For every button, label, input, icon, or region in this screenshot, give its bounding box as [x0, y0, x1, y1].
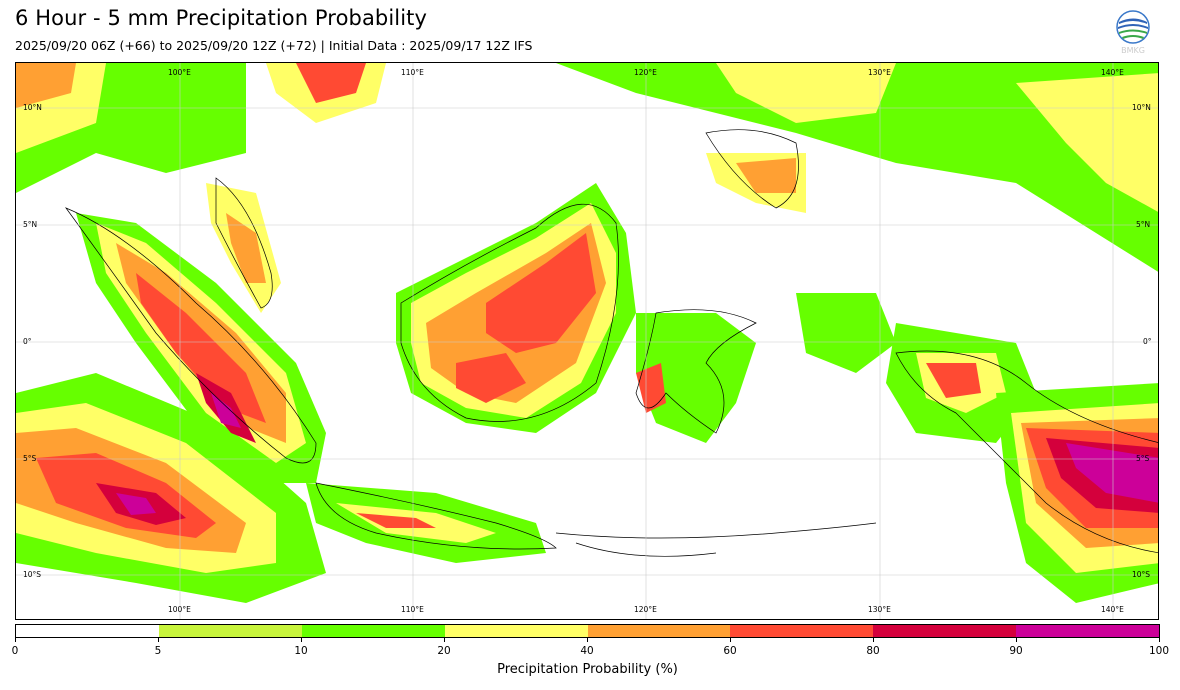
colorbar-segment-60-80	[730, 625, 874, 637]
colorbar-label-5: 5	[154, 645, 162, 657]
lat-label-right-10s: 10°S	[1132, 570, 1151, 579]
colorbar-label-20: 20	[437, 645, 451, 657]
colorbar	[15, 624, 1160, 638]
lon-label-top-130: 130°E	[868, 68, 891, 77]
map-title: 6 Hour - 5 mm Precipitation Probability	[15, 6, 428, 30]
precipitation-map: 100°E 110°E 120°E 130°E 140°E 100°E 110°…	[15, 62, 1159, 620]
lon-label-bottom-140: 140°E	[1101, 605, 1124, 614]
colorbar-tick	[1159, 638, 1160, 642]
colorbar-segment-10-20	[301, 625, 445, 637]
colorbar-label-90: 90	[1009, 645, 1023, 657]
colorbar-tick	[444, 638, 445, 642]
lat-label-right-10n: 10°N	[1132, 103, 1151, 112]
lon-label-bottom-110: 110°E	[401, 605, 424, 614]
colorbar-tick	[587, 638, 588, 642]
colorbar-segment-80-90	[873, 625, 1017, 637]
colorbar-tick	[301, 638, 302, 642]
colorbar-label-100: 100	[1148, 645, 1170, 657]
colorbar-label-80: 80	[866, 645, 880, 657]
lon-label-top-120: 120°E	[634, 68, 657, 77]
precipitation-field	[16, 63, 1158, 603]
lon-label-bottom-130: 130°E	[868, 605, 891, 614]
colorbar-title: Precipitation Probability (%)	[497, 662, 678, 677]
colorbar-label-40: 40	[580, 645, 594, 657]
colorbar-tick	[15, 638, 16, 642]
colorbar-label-0: 0	[11, 645, 19, 657]
colorbar-segment-90-100	[1016, 625, 1159, 637]
graticule	[16, 63, 1158, 619]
bmkg-logo: BMKG	[1113, 10, 1153, 56]
lon-label-top-100: 100°E	[168, 68, 191, 77]
logo-text: BMKG	[1121, 46, 1145, 55]
lon-label-top-110: 110°E	[401, 68, 424, 77]
lat-label-right-5s: 5°S	[1136, 454, 1150, 463]
colorbar-segment-20-40	[444, 625, 588, 637]
lat-label-right-5n: 5°N	[1136, 220, 1151, 229]
map-subtitle: 2025/09/20 06Z (+66) to 2025/09/20 12Z (…	[15, 38, 533, 53]
lon-label-bottom-100: 100°E	[168, 605, 191, 614]
colorbar-tick	[158, 638, 159, 642]
lat-label-left-0: 0°	[23, 337, 32, 346]
lat-label-left-10s: 10°S	[23, 570, 42, 579]
colorbar-segment-0-5	[16, 625, 159, 637]
map-canvas	[16, 63, 1158, 619]
colorbar-tick	[1016, 638, 1017, 642]
lon-label-bottom-120: 120°E	[634, 605, 657, 614]
lat-label-left-10n: 10°N	[23, 103, 42, 112]
colorbar-tick	[730, 638, 731, 642]
lon-label-top-140: 140°E	[1101, 68, 1124, 77]
colorbar-label-60: 60	[723, 645, 737, 657]
colorbar-label-10: 10	[294, 645, 308, 657]
colorbar-tick	[873, 638, 874, 642]
colorbar-segment-5-10	[158, 625, 302, 637]
colorbar-segment-40-60	[587, 625, 731, 637]
lat-label-left-5n: 5°N	[23, 220, 38, 229]
coastlines	[64, 129, 1158, 557]
lat-label-left-5s: 5°S	[23, 454, 37, 463]
lat-label-right-0: 0°	[1143, 337, 1152, 346]
